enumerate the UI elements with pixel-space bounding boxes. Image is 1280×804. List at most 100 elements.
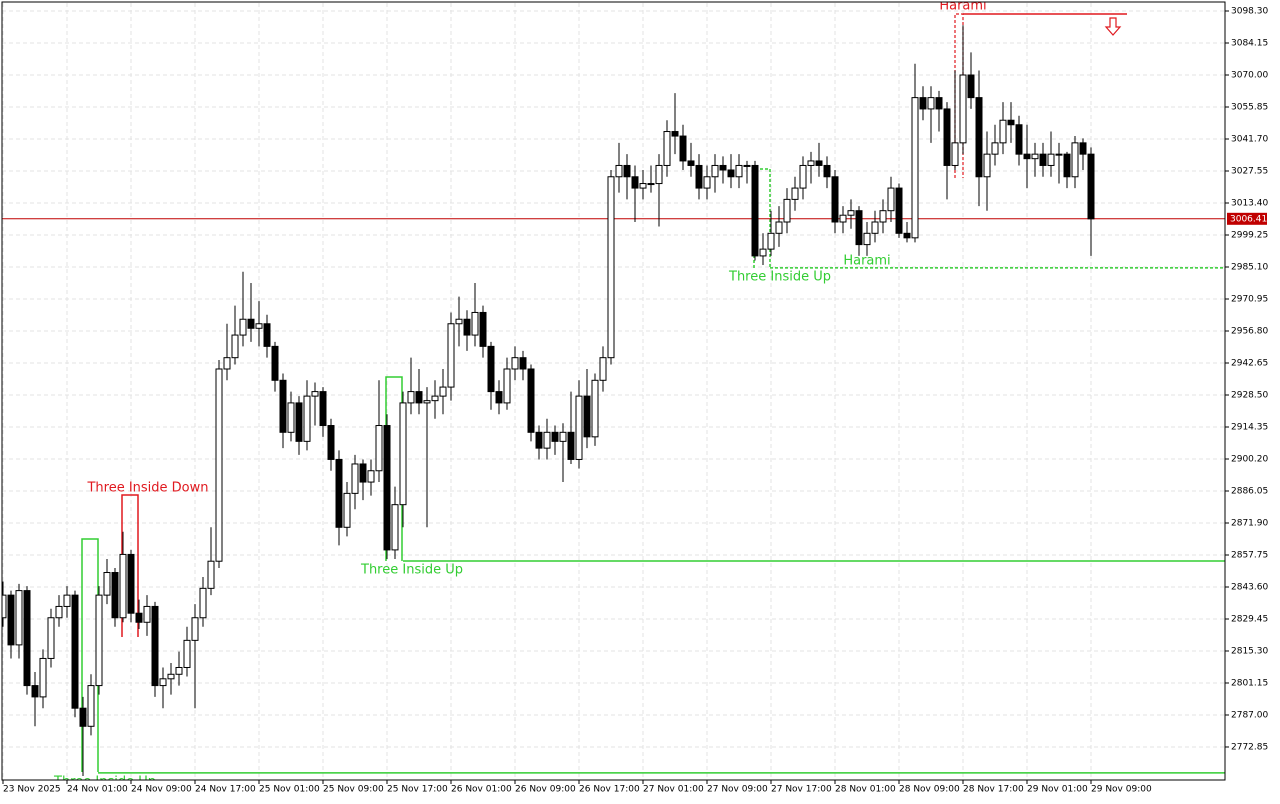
plot-frame xyxy=(1,1,1226,781)
pattern-label: Three Inside Down xyxy=(86,481,208,496)
candle-body xyxy=(823,164,831,178)
candle-body xyxy=(191,617,199,641)
candle-body xyxy=(383,425,391,551)
candle-body xyxy=(799,164,807,189)
candle-body xyxy=(375,425,383,472)
x-tick-label: 25 Nov 09:00 xyxy=(323,785,384,795)
candle-body xyxy=(903,232,911,239)
candle-body xyxy=(687,160,695,166)
candle-body xyxy=(471,311,479,336)
candle-body xyxy=(1087,153,1095,220)
candle-body xyxy=(111,572,119,619)
y-tick-label: 2914.35 xyxy=(1231,422,1268,432)
candle-body xyxy=(31,685,39,698)
candle-body xyxy=(519,357,527,370)
candle-body xyxy=(887,187,895,212)
candle-body xyxy=(647,183,655,186)
candle-body xyxy=(351,463,359,494)
candle-body xyxy=(1015,124,1023,155)
candle-body xyxy=(663,131,671,166)
candle-body xyxy=(607,176,615,359)
candle-body xyxy=(767,232,775,250)
candle-body xyxy=(743,164,751,167)
candle-body xyxy=(759,248,767,257)
candle-body xyxy=(911,97,919,239)
candle-body xyxy=(271,345,279,381)
y-tick-label: 2970.95 xyxy=(1231,294,1268,304)
candle-body xyxy=(623,164,631,178)
y-tick-label: 2787.00 xyxy=(1231,710,1268,720)
candle-body xyxy=(247,318,255,329)
candle-body xyxy=(215,368,223,562)
candle-body xyxy=(327,425,335,460)
candle-body xyxy=(1079,142,1087,155)
x-tick-label: 24 Nov 01:00 xyxy=(67,785,128,795)
candle-body xyxy=(175,666,183,675)
candle-body xyxy=(39,657,47,698)
candle-body xyxy=(711,164,719,178)
candle-body xyxy=(15,590,23,646)
y-tick-label: 2999.25 xyxy=(1231,230,1268,240)
x-tick-label: 25 Nov 01:00 xyxy=(259,785,320,795)
candle-body xyxy=(551,431,559,442)
candle-body xyxy=(359,463,367,483)
candle-body xyxy=(847,210,855,216)
candle-body xyxy=(447,323,455,388)
candle-body xyxy=(303,395,311,442)
candle-body xyxy=(567,431,575,460)
pattern-label: Harami xyxy=(843,254,890,269)
candle-body xyxy=(967,74,975,99)
y-tick-label: 3027.55 xyxy=(1231,167,1268,177)
candle-body xyxy=(919,97,927,110)
candle-body xyxy=(407,391,415,404)
candle-body xyxy=(1039,153,1047,166)
y-tick-label: 3084.15 xyxy=(1231,39,1268,49)
candle-body xyxy=(831,176,839,223)
candle-body xyxy=(583,395,591,438)
candle-body xyxy=(863,232,871,246)
y-tick-label: 2843.60 xyxy=(1231,582,1268,592)
candle-body xyxy=(263,323,271,347)
candle-body xyxy=(399,402,407,506)
x-tick-label: 28 Nov 01:00 xyxy=(835,785,896,795)
candle-body xyxy=(311,391,319,397)
x-tick-label: 26 Nov 09:00 xyxy=(515,785,576,795)
pattern-label: Three Inside Up xyxy=(728,270,831,285)
candle-body xyxy=(615,164,623,178)
candle-body xyxy=(983,153,991,178)
candle-body xyxy=(879,210,887,223)
y-tick-label: 2956.80 xyxy=(1231,326,1268,336)
candle-body xyxy=(943,108,951,166)
candle-body xyxy=(239,318,247,336)
candle-body xyxy=(255,323,263,329)
candle-body xyxy=(535,431,543,449)
y-tick-label: 2985.10 xyxy=(1231,262,1268,272)
candle-body xyxy=(503,368,511,404)
candle-body xyxy=(63,594,71,607)
candle-body xyxy=(199,587,207,619)
x-tick-label: 28 Nov 17:00 xyxy=(963,785,1024,795)
candle-body xyxy=(135,612,143,623)
candle-body xyxy=(999,119,1007,144)
candle-body xyxy=(591,379,599,438)
y-tick-label: 2815.30 xyxy=(1231,646,1268,656)
candle-body xyxy=(791,187,799,200)
candle-body xyxy=(2,594,7,619)
x-tick-label: 29 Nov 09:00 xyxy=(1091,785,1152,795)
candle-body xyxy=(87,685,95,727)
pattern-label: Three Inside Up xyxy=(53,775,156,790)
candle-body xyxy=(871,221,879,234)
sell-arrow xyxy=(1104,17,1122,36)
candle-body xyxy=(639,183,647,189)
candle-body xyxy=(839,214,847,223)
pattern-label: Harami xyxy=(939,0,986,14)
pattern-bracket xyxy=(753,168,771,268)
y-tick-label: 2772.85 xyxy=(1231,742,1268,752)
y-tick-label: 3013.40 xyxy=(1231,198,1268,208)
candle-body xyxy=(807,160,815,166)
candle-body xyxy=(279,379,287,433)
y-tick-label: 2928.50 xyxy=(1231,390,1268,400)
candle-body xyxy=(319,391,327,427)
candle-body xyxy=(159,678,167,687)
